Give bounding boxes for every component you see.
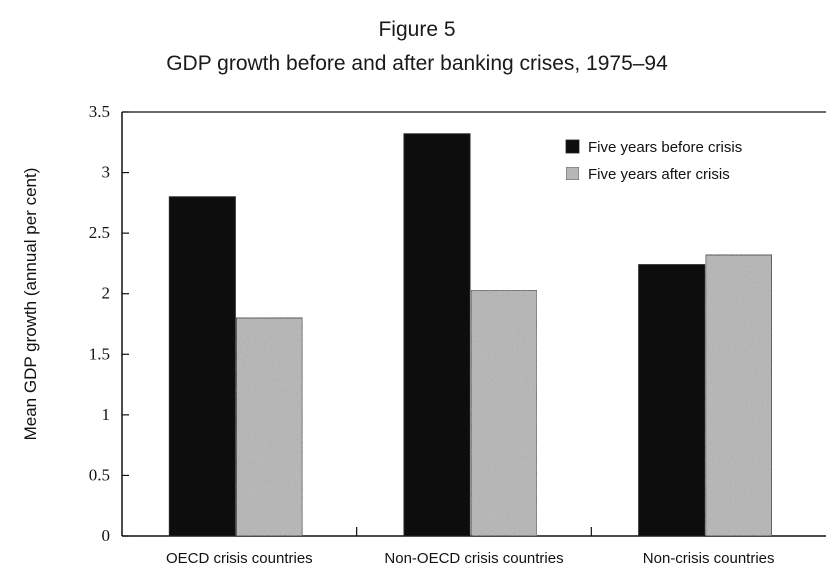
x-categories: OECD crisis countries Non-OECD crisis cou…: [166, 550, 775, 567]
legend: Five years before crisis Five years after…: [565, 139, 742, 183]
y-ticks: 0 0.5 1 1.5 2 2.5 3 3.5: [89, 102, 129, 545]
legend-label: Five years after crisis: [588, 166, 730, 183]
x-category-label: Non-crisis countries: [643, 550, 775, 567]
y-tick-label: 2.5: [89, 223, 110, 242]
bar-after-2: [470, 289, 538, 537]
figure-label: Figure 5: [378, 18, 456, 41]
y-tick-label: 1.5: [89, 344, 110, 363]
bar-after-1: [235, 317, 303, 537]
y-axis-label: Mean GDP growth (annual per cent): [21, 168, 40, 441]
x-category-label: Non-OECD crisis countries: [384, 550, 563, 567]
bar-before-3: [638, 264, 706, 537]
y-tick-label: 2: [102, 284, 111, 303]
bars: [168, 133, 773, 537]
y-tick-label: 3: [102, 163, 111, 182]
x-category-label: OECD crisis countries: [166, 550, 313, 567]
bar-before-1: [168, 196, 236, 537]
y-tick-label: 1: [102, 405, 111, 424]
legend-label: Five years before crisis: [588, 139, 742, 156]
chart-title: GDP growth before and after banking cris…: [166, 52, 668, 75]
y-tick-label: 0.5: [89, 465, 110, 484]
y-tick-label: 3.5: [89, 102, 110, 121]
legend-swatch-1: [565, 139, 580, 154]
legend-swatch-2: [565, 166, 580, 181]
bar-before-2: [403, 133, 471, 537]
y-tick-label: 0: [102, 526, 111, 545]
bar-after-3: [705, 254, 773, 537]
